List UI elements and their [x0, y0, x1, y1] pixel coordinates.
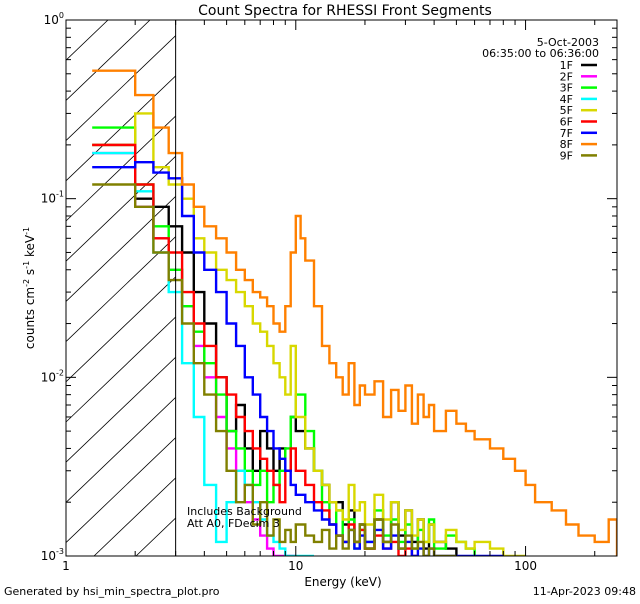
- chart-title: Count Spectra for RHESSI Front Segments: [198, 3, 492, 19]
- hatch-line: [66, 316, 176, 423]
- hatch-line: [66, 236, 176, 343]
- y-tick-label: 10-1: [41, 190, 64, 206]
- attenuator-hatch-region: [66, 20, 176, 556]
- legend-label: 3F: [560, 82, 573, 95]
- y-tick-label: 10-3: [41, 547, 64, 563]
- series-9F: [92, 183, 457, 556]
- hatch-line: [66, 155, 176, 262]
- y-tick-label: 100: [44, 11, 64, 27]
- x-tick-label: 100: [514, 559, 537, 573]
- hatch-line: [66, 437, 176, 544]
- hatch-line: [66, 20, 109, 61]
- hatch-line: [66, 35, 176, 142]
- legend-label: 5F: [560, 104, 573, 117]
- time-range-text: 06:35:00 to 06:36:00: [482, 47, 599, 60]
- series-8F: [92, 69, 617, 556]
- legend-label: 1F: [560, 59, 573, 72]
- legend-label: 2F: [560, 70, 573, 83]
- legend-label: 7F: [560, 127, 573, 140]
- hatch-line: [66, 396, 176, 503]
- x-tick-label: 10: [288, 559, 303, 573]
- legend-label: 6F: [560, 116, 573, 129]
- series-5F: [92, 112, 526, 556]
- hatch-line: [66, 75, 176, 182]
- hatch-line: [66, 276, 176, 383]
- x-axis-label: Energy (keV): [304, 575, 381, 589]
- generated-by-text: Generated by hsi_min_spectra_plot.pro: [4, 585, 220, 598]
- hatch-line: [66, 356, 176, 463]
- annotation-attenuator: Att A0, FDecim 3: [187, 517, 280, 530]
- series-7F: [92, 161, 504, 556]
- legend-label: 8F: [560, 138, 573, 151]
- legend-label: 4F: [560, 93, 573, 106]
- y-axis-label: counts cm-2 s-1 keV-1: [22, 227, 37, 349]
- date-text: 5-Oct-2003: [537, 36, 599, 49]
- y-tick-label: 10-2: [41, 368, 64, 384]
- plot-frame: [65, 19, 618, 557]
- hatch-line: [66, 115, 176, 222]
- hatch-line: [66, 195, 176, 302]
- timestamp-text: 11-Apr-2023 09:48: [533, 585, 636, 598]
- x-tick-label: 1: [62, 559, 70, 573]
- annotation-background: Includes Background: [187, 505, 302, 518]
- legend-label: 9F: [560, 149, 573, 162]
